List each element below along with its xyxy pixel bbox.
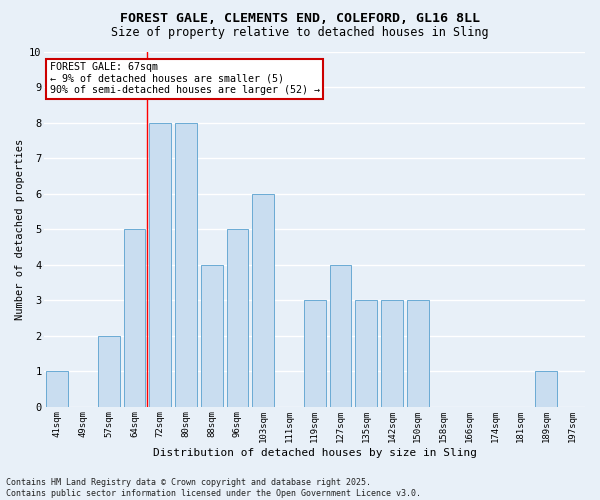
Bar bbox=[355, 300, 377, 407]
Bar bbox=[175, 122, 197, 407]
Bar bbox=[124, 229, 145, 407]
Y-axis label: Number of detached properties: Number of detached properties bbox=[15, 138, 25, 320]
Bar bbox=[201, 265, 223, 407]
Bar bbox=[46, 372, 68, 407]
Bar bbox=[407, 300, 428, 407]
Bar bbox=[381, 300, 403, 407]
Text: Contains HM Land Registry data © Crown copyright and database right 2025.
Contai: Contains HM Land Registry data © Crown c… bbox=[6, 478, 421, 498]
Bar bbox=[304, 300, 326, 407]
Bar bbox=[535, 372, 557, 407]
Bar bbox=[253, 194, 274, 407]
Text: Size of property relative to detached houses in Sling: Size of property relative to detached ho… bbox=[111, 26, 489, 39]
Bar bbox=[149, 122, 171, 407]
Bar bbox=[227, 229, 248, 407]
Text: FOREST GALE, CLEMENTS END, COLEFORD, GL16 8LL: FOREST GALE, CLEMENTS END, COLEFORD, GL1… bbox=[120, 12, 480, 26]
Bar bbox=[98, 336, 120, 407]
Text: FOREST GALE: 67sqm
← 9% of detached houses are smaller (5)
90% of semi-detached : FOREST GALE: 67sqm ← 9% of detached hous… bbox=[50, 62, 320, 96]
Bar bbox=[329, 265, 352, 407]
X-axis label: Distribution of detached houses by size in Sling: Distribution of detached houses by size … bbox=[153, 448, 477, 458]
